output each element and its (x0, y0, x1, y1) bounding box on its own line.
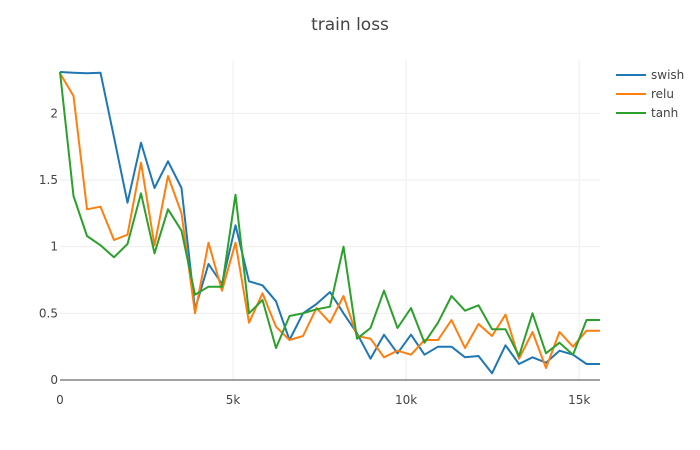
y-tick-label: 2 (50, 106, 58, 120)
y-axis-ticks: 0 0.5 1 1.5 2 (39, 106, 58, 387)
x-tick-label: 15k (568, 393, 590, 407)
y-tick-label: 0 (50, 373, 58, 387)
x-axis-ticks: 0 5k 10k 15k (56, 393, 590, 407)
y-tick-label: 0.5 (39, 306, 58, 320)
chart-title: train loss (311, 15, 389, 35)
series-line-relu (59, 72, 600, 369)
series-lines (59, 71, 600, 375)
x-tick-label: 10k (395, 393, 417, 407)
x-tick-label: 5k (226, 393, 241, 407)
legend-label-swish[interactable]: swish (651, 68, 684, 82)
legend: swish relu tanh (616, 68, 684, 120)
y-tick-label: 1 (50, 240, 58, 254)
legend-label-relu[interactable]: relu (651, 87, 674, 101)
y-tick-label: 1.5 (39, 173, 58, 187)
series-line-tanh (59, 71, 600, 357)
x-tick-label: 0 (56, 393, 64, 407)
legend-label-tanh[interactable]: tanh (651, 106, 678, 120)
grid (60, 60, 600, 381)
series-line-swish (59, 71, 600, 375)
